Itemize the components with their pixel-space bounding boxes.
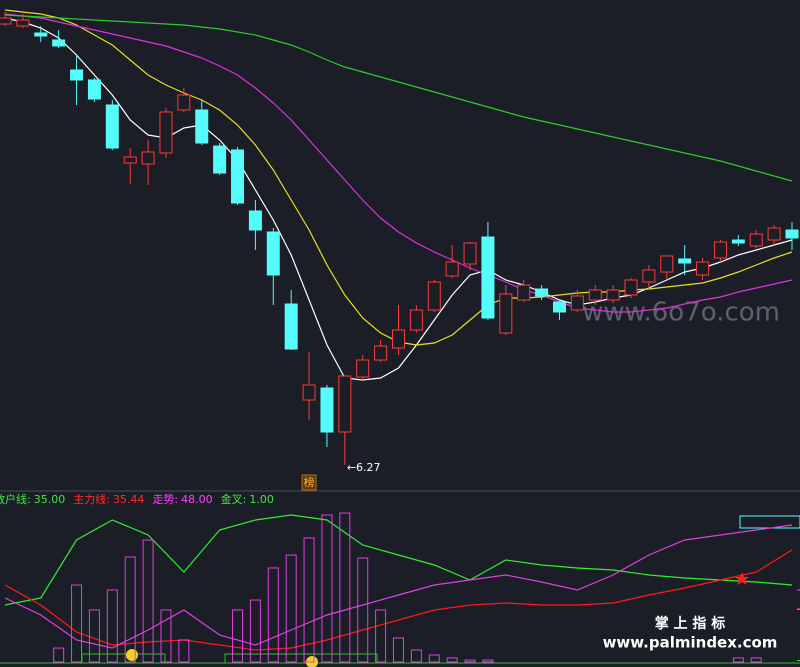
candle-body [678,258,692,264]
bar [339,512,351,663]
candle-body [320,387,334,433]
candle-body [481,236,495,319]
moving-average [4,13,793,313]
candle-body [731,239,745,244]
bar [232,609,244,663]
bar [249,599,261,663]
candle-body [213,145,227,174]
candle-body [356,359,370,378]
star [735,572,749,585]
candle-body [87,79,101,100]
candle-body [52,39,66,47]
bar [428,654,440,663]
bar [88,609,100,663]
bar [267,567,279,663]
readout-name: 金叉: [221,492,247,506]
candle-body [409,309,423,331]
bar [160,609,172,663]
badge-box [301,474,317,491]
candle-body [123,156,137,164]
candle-body [34,32,48,37]
bar [732,657,744,663]
candle-body [499,293,513,334]
candle-body [642,269,656,283]
bar [446,657,458,663]
candle-body [713,241,727,259]
bar [106,589,118,663]
indicator-line [4,549,793,651]
bar [357,557,369,663]
brand: 掌 上 指 标 [655,615,726,632]
candle-body [660,255,674,273]
candle-body [392,329,405,349]
bar [142,539,154,663]
site: www.palmindex.com [603,634,778,652]
candle-body [284,303,298,350]
bar [482,659,494,663]
bar [285,554,297,663]
bar [124,556,136,663]
readout-value: 48.00 [181,493,213,506]
indicator-line [4,524,793,649]
bar [464,659,476,663]
candle-body [374,345,388,361]
candle-body [70,69,84,81]
candle-body [231,149,245,204]
low-annotation: ←6.27 [347,461,381,474]
box [224,653,378,664]
candle-body [552,301,566,313]
candle-body [266,231,280,276]
candle-body [0,17,12,25]
candle-body [427,281,441,311]
candle-body [767,227,781,241]
candle-body [195,109,209,144]
bar [178,639,190,663]
candle-body [338,375,352,433]
candle-body [696,261,710,276]
indicator-line [4,514,793,606]
candle-body [445,261,459,277]
bar [410,649,422,663]
candle-body [624,279,638,296]
candle-body [302,384,316,401]
bar [71,584,83,663]
candle-body [141,151,155,165]
candle-body [177,94,191,111]
candle-body [248,210,262,231]
bar [750,657,762,663]
candle-body [535,288,549,297]
candle-body [570,295,584,311]
bar [321,514,333,663]
readout-name: 散户线: [0,492,31,506]
candle-body [463,242,477,265]
bar [53,647,65,663]
badge: 榜 [304,475,315,489]
candle-body [16,19,30,27]
bar [375,609,387,663]
readout-name: 走势: [152,493,178,506]
candle-body [606,289,620,301]
bar [303,537,315,663]
moving-average [4,17,793,381]
bar [393,637,404,663]
moving-average [4,14,793,182]
watermark: www.6o7o.com [582,298,780,328]
readouts: 散户线:35.00 主力线:35.44 走势:48.00 金叉:1.00 [0,492,274,506]
candle-body [517,284,531,301]
readout-name: 主力线: [73,492,110,506]
smiley [126,649,138,661]
candle-body [588,289,602,301]
candle-body [159,111,173,154]
candle-body [105,104,119,149]
readout-value: 35.00 [34,493,66,506]
candle-body [785,229,799,239]
readout-value: 1.00 [249,493,274,506]
candle-body [749,233,763,247]
readout-value: 35.44 [113,493,145,506]
